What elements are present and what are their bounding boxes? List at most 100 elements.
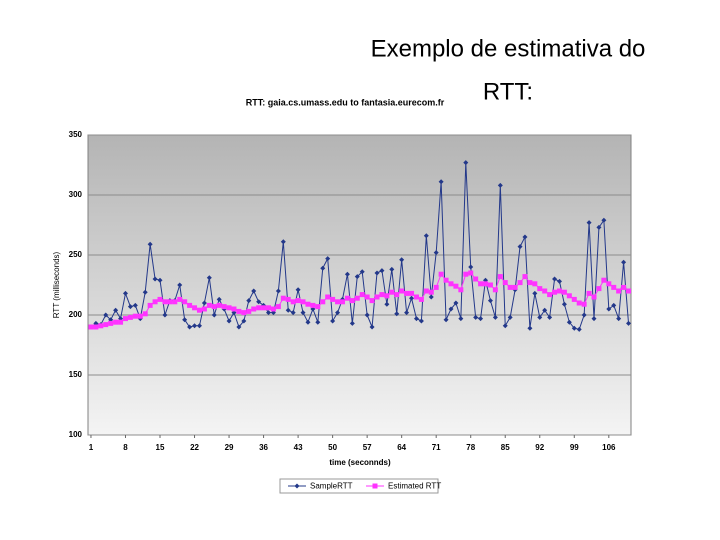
data-point xyxy=(122,290,128,296)
data-point xyxy=(231,306,237,312)
series-line xyxy=(90,162,630,330)
data-point xyxy=(601,277,607,283)
data-point xyxy=(344,271,350,277)
data-point xyxy=(137,313,143,319)
data-point xyxy=(586,220,592,226)
data-point xyxy=(611,302,617,308)
data-point xyxy=(497,274,503,280)
data-point xyxy=(478,281,484,287)
data-point xyxy=(547,292,553,298)
legend-marker xyxy=(372,483,378,489)
data-point xyxy=(512,284,518,290)
data-point xyxy=(132,313,138,319)
data-point xyxy=(458,316,464,322)
y-tick-label: 350 xyxy=(69,130,83,139)
data-point xyxy=(576,326,582,332)
data-point xyxy=(122,316,128,322)
data-point xyxy=(591,316,597,322)
data-point xyxy=(103,322,109,328)
data-point xyxy=(566,293,572,299)
data-point xyxy=(517,280,523,286)
data-point xyxy=(463,160,469,166)
data-point xyxy=(611,284,617,290)
data-point xyxy=(201,300,207,306)
data-point xyxy=(522,274,528,280)
data-point xyxy=(142,311,148,317)
x-tick-label: 78 xyxy=(466,443,475,452)
data-point xyxy=(621,259,627,265)
data-point xyxy=(305,319,311,325)
data-point xyxy=(438,179,444,185)
data-point xyxy=(256,299,262,305)
slide-title: RTT: xyxy=(483,78,533,105)
data-point xyxy=(300,310,306,316)
data-point xyxy=(261,305,267,311)
data-point xyxy=(295,298,301,304)
x-axis-label: time (seconnds) xyxy=(329,458,391,467)
data-point xyxy=(552,289,558,295)
data-point xyxy=(413,316,419,322)
x-tick-label: 85 xyxy=(501,443,510,452)
data-point xyxy=(492,314,498,320)
data-point xyxy=(621,284,627,290)
data-point xyxy=(162,299,168,305)
data-point xyxy=(571,325,577,331)
data-point xyxy=(335,310,341,316)
data-point xyxy=(566,319,572,325)
data-point xyxy=(359,269,365,275)
data-point xyxy=(256,305,262,311)
data-point xyxy=(409,295,415,301)
data-point xyxy=(295,287,301,293)
data-point xyxy=(236,308,242,314)
data-point xyxy=(172,299,178,305)
data-point xyxy=(443,277,449,283)
data-point xyxy=(581,301,587,307)
data-point xyxy=(162,312,168,318)
data-point xyxy=(606,281,612,287)
data-point xyxy=(389,266,395,272)
data-point xyxy=(423,288,429,294)
data-point xyxy=(187,324,193,330)
data-point xyxy=(399,288,405,294)
data-point xyxy=(478,316,484,322)
data-point xyxy=(527,325,533,331)
data-point xyxy=(468,270,474,276)
data-point xyxy=(596,286,602,292)
data-point xyxy=(453,300,459,306)
x-tick-label: 29 xyxy=(225,443,234,452)
data-point xyxy=(113,319,119,325)
data-point xyxy=(266,305,272,311)
data-point xyxy=(626,288,632,294)
data-point xyxy=(443,317,449,323)
data-point xyxy=(182,317,188,323)
x-tick-label: 1 xyxy=(89,443,94,452)
data-point xyxy=(275,288,281,294)
data-point xyxy=(473,314,479,320)
legend-marker xyxy=(294,483,300,489)
data-point xyxy=(458,287,464,293)
data-point xyxy=(601,217,607,223)
data-point xyxy=(320,299,326,305)
data-point xyxy=(226,318,232,324)
data-point xyxy=(266,310,272,316)
data-point xyxy=(147,302,153,308)
plot-area xyxy=(87,134,632,436)
y-tick-label: 100 xyxy=(69,430,83,439)
data-point xyxy=(211,312,217,318)
data-point xyxy=(542,307,548,313)
data-point xyxy=(428,289,434,295)
data-point xyxy=(182,299,188,305)
data-point xyxy=(399,257,405,263)
data-point xyxy=(147,241,153,247)
data-point xyxy=(275,304,281,310)
data-point xyxy=(606,306,612,312)
data-point xyxy=(211,304,217,310)
data-point xyxy=(502,280,508,286)
data-point xyxy=(384,293,390,299)
x-tick-label: 92 xyxy=(535,443,544,452)
data-point xyxy=(305,301,311,307)
data-point xyxy=(226,305,232,311)
data-point xyxy=(423,233,429,239)
data-point xyxy=(206,302,212,308)
data-point xyxy=(177,296,183,302)
